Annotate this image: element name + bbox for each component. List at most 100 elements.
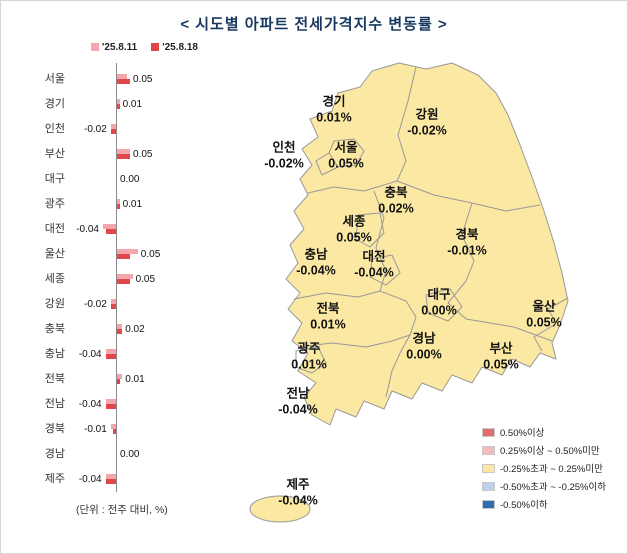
map-region-value: 0.05%	[328, 156, 364, 170]
bar-prev-week	[117, 374, 123, 379]
chart-row: 서울 0.05	[21, 67, 233, 92]
map-region-value: 0.05%	[336, 230, 372, 244]
map-legend-swatch-icon	[482, 463, 495, 473]
bar-prev-week	[117, 99, 120, 104]
legend-label-prev: '25.8.11	[102, 41, 138, 53]
map-legend-swatch-icon	[482, 445, 495, 455]
map-region-value: -0.04%	[354, 265, 394, 279]
chart-row: 전북 0.01	[21, 367, 233, 392]
map-region-label: 부산 0.05%	[483, 341, 518, 372]
legend-swatch-curr-icon	[151, 43, 160, 51]
chart-category-label: 세종	[44, 273, 65, 285]
bar-curr-week	[117, 154, 130, 159]
map-region-value: 0.05%	[483, 357, 519, 371]
korea-mainland-shape	[285, 62, 569, 426]
chart-category-label: 대구	[44, 173, 65, 185]
bar-value-label: 0.01	[122, 99, 143, 110]
bar-prev-week	[117, 149, 130, 154]
map-region-label: 전남 -0.04%	[278, 386, 318, 417]
map-legend-row: -0.50%초과 ~ -0.25%이하	[482, 479, 606, 493]
legend-label-curr: '25.8.18	[162, 41, 198, 53]
chart-rows: 서울 0.05 경기 0.01 인천 -0.02 부산 0.05 대구 0.00 광주 0.01 대전 -…	[21, 63, 233, 492]
map-region-name: 서울	[334, 140, 358, 155]
bar-prev-week	[117, 274, 133, 279]
chart-row: 인천 -0.02	[21, 117, 233, 142]
legend-swatch-prev-icon	[91, 43, 99, 51]
map-region-label: 대구 0.00%	[421, 287, 456, 318]
map-region-label: 제주 -0.04%	[278, 477, 318, 508]
map-legend-label: -0.25%초과 ~ 0.25%미만	[500, 464, 603, 475]
bar-value-label: -0.02	[84, 124, 107, 135]
korea-map-svg	[249, 62, 569, 523]
chart-legend: '25.8.11 '25.8.18	[91, 41, 233, 53]
chart-row: 세종 0.05	[21, 267, 233, 292]
chart-row: 충남 -0.04	[21, 342, 233, 367]
map-legend-label: 0.50%이상	[500, 428, 545, 439]
bar-value-label: 0.05	[133, 149, 153, 160]
bar-curr-week	[110, 304, 116, 309]
map-region-name: 부산	[489, 341, 513, 356]
chart-category-label: 충남	[44, 348, 65, 360]
map-legend-row: -0.25%초과 ~ 0.25%미만	[482, 461, 606, 475]
bar-prev-week	[110, 124, 116, 129]
map-region-name: 전북	[316, 301, 340, 316]
map-region-label: 강원 -0.02%	[407, 107, 447, 138]
chart-row: 광주 0.01	[21, 192, 233, 217]
map-region-name: 울산	[532, 299, 556, 314]
map-region-value: 0.01%	[310, 317, 346, 331]
bar-curr-week	[117, 254, 130, 259]
map-legend-swatch-icon	[482, 427, 495, 437]
chart-row: 강원 -0.02	[21, 292, 233, 317]
bar-value-label: 0.05	[133, 74, 153, 85]
map-region-value: -0.01%	[447, 243, 487, 257]
map-region-name: 경기	[322, 94, 346, 109]
bar-value-label: -0.04	[78, 474, 102, 485]
jeju-island-shape	[249, 495, 311, 523]
map-region-label: 세종 0.05%	[336, 214, 371, 245]
page-title: < 시도별 아파트 전세가격지수 변동률 >	[180, 16, 448, 33]
chart-category-label: 전북	[44, 373, 65, 385]
chart-row: 충북 0.02	[21, 317, 233, 342]
map-region-label: 경북 -0.01%	[447, 227, 487, 258]
map-region-label: 광주 0.01%	[291, 341, 326, 372]
bar-value-label: 0.02	[125, 324, 145, 335]
bar-prev-week	[110, 299, 116, 304]
bar-value-label: -0.04	[76, 224, 99, 235]
bar-curr-week	[117, 204, 120, 209]
chart-category-label: 경북	[44, 423, 65, 435]
map-region-value: 0.00%	[421, 303, 457, 317]
map-region-value: -0.02%	[264, 156, 304, 170]
chart-category-label: 광주	[44, 198, 65, 210]
chart-row: 대구 0.00	[21, 167, 233, 192]
map-region-name: 광주	[297, 341, 321, 356]
bar-prev-week	[110, 424, 116, 429]
map-region-label: 전북 0.01%	[310, 301, 345, 332]
bar-curr-week	[117, 279, 130, 284]
map-region-name: 경남	[412, 331, 436, 346]
province-borders	[293, 66, 569, 398]
map-legend-row: 0.50%이상	[482, 425, 606, 439]
map-region-label: 경기 0.01%	[316, 94, 351, 125]
bar-curr-week	[113, 429, 116, 434]
chart-row: 대전 -0.04	[21, 217, 233, 242]
map-region-label: 울산 0.05%	[526, 299, 561, 330]
bar-prev-week	[105, 349, 116, 354]
map-region-label: 서울 0.05%	[328, 140, 363, 171]
chart-row: 울산 0.05	[21, 242, 233, 267]
chart-category-label: 강원	[44, 298, 65, 310]
bar-value-label: 0.01	[125, 374, 145, 385]
map-region-value: 0.01%	[291, 357, 327, 371]
map-region-value: -0.04%	[296, 263, 336, 277]
chart-row: 부산 0.05	[21, 142, 233, 167]
bar-value-label: 0.01	[122, 199, 143, 210]
bar-curr-week	[117, 104, 120, 109]
map-region-name: 인천	[272, 140, 296, 155]
zero-axis-line	[116, 63, 117, 492]
map-region-name: 강원	[415, 107, 439, 122]
chart-category-label: 인천	[44, 123, 65, 135]
bar-curr-week	[117, 329, 123, 334]
map-legend-label: -0.50%이하	[500, 500, 548, 511]
chart-category-label: 전남	[44, 398, 65, 410]
chart-category-label: 제주	[44, 473, 65, 485]
